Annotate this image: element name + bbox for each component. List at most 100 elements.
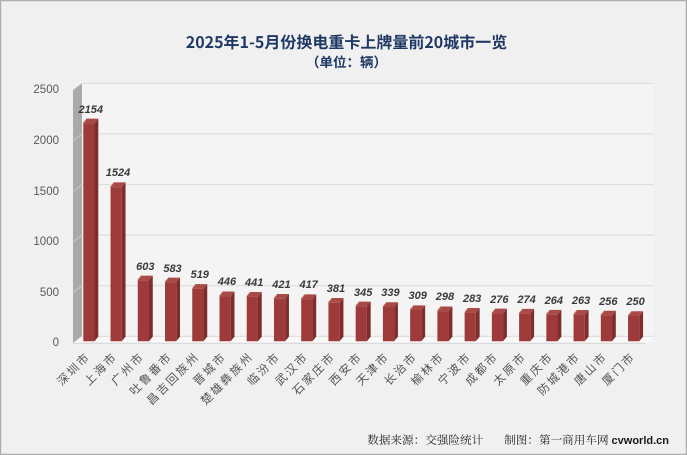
bar-top-face <box>573 309 589 315</box>
bar-top-bevel <box>409 305 415 311</box>
bar-top-bevel <box>82 118 88 124</box>
bar-front-face <box>301 299 313 342</box>
bar-side-face <box>530 308 535 342</box>
bar-top-face <box>437 306 453 312</box>
bar-front-face <box>165 282 177 342</box>
bar-top-face <box>246 291 262 297</box>
bar-side-face <box>503 308 507 342</box>
y-axis-label: 500 <box>39 286 59 299</box>
credit-label: 制图：第一商用车网 <box>504 432 609 448</box>
chart-subtitle: （单位：辆） <box>306 51 387 71</box>
bar-side-face <box>312 294 317 342</box>
bar-value-label: 1524 <box>105 167 131 180</box>
bar-front-face <box>328 302 340 342</box>
bar-top-face <box>83 118 99 124</box>
bar-front-face <box>491 313 504 342</box>
bar-side-face <box>612 310 616 342</box>
bar-side-face <box>285 293 289 342</box>
bar-side-face <box>339 298 344 342</box>
bar-front-face <box>573 314 585 342</box>
bar-top-bevel <box>219 291 224 297</box>
bar-value-label: 417 <box>299 279 318 292</box>
bar-top-face <box>137 275 153 281</box>
bar-top-face <box>410 305 426 311</box>
wall-tick <box>72 285 83 294</box>
bar-front-face <box>628 316 640 342</box>
bar-top-bevel <box>300 294 306 300</box>
bar-value-label: 583 <box>163 262 182 275</box>
bar-value-label: 339 <box>381 287 400 300</box>
bar-side-face <box>584 309 589 342</box>
bar-top-bevel <box>627 310 633 317</box>
bar-top-face <box>273 293 289 299</box>
bar-top-face <box>382 302 398 307</box>
bar-top-face <box>491 308 507 314</box>
bar-front-face <box>355 306 367 342</box>
bar-value-label: 309 <box>408 290 427 303</box>
bar-value-label: 519 <box>190 269 209 282</box>
bar-top-bevel <box>491 308 497 314</box>
bar-front-face <box>519 313 531 342</box>
bar-top-face <box>355 301 371 307</box>
bar-top-bevel <box>382 301 388 308</box>
bar-top-face <box>628 311 644 316</box>
bar-value-label: 2154 <box>78 103 104 116</box>
site-label: cvworld.cn <box>611 435 669 447</box>
bar-side-face <box>257 291 262 342</box>
bar-top-bevel <box>137 275 142 281</box>
bar-side-face <box>148 275 153 342</box>
bar-value-label: 381 <box>326 283 346 296</box>
bar-top-bevel <box>518 308 524 314</box>
bar-top-bevel <box>573 309 578 315</box>
bar-front-face <box>83 123 95 342</box>
bar-top-face <box>600 310 616 316</box>
bar-value-label: 441 <box>245 276 264 289</box>
bar-top-face <box>328 298 344 303</box>
wall-tick <box>72 82 83 91</box>
bar-top-bevel <box>273 293 279 300</box>
bar-front-face <box>273 298 286 342</box>
bar-value-label: 263 <box>571 294 591 307</box>
bar-value-label: 345 <box>353 286 373 299</box>
bar-top-face <box>165 277 181 283</box>
bar-value-label: 250 <box>626 296 645 309</box>
bar-value-label: 446 <box>217 276 237 289</box>
source-note: 数据来源：交强险统计 制图：第一商用车网 cvworld.cn <box>367 432 669 448</box>
bar-side-face <box>203 284 208 342</box>
bar-top-bevel <box>246 291 251 297</box>
bar-top-bevel <box>191 283 197 290</box>
bar-front-face <box>464 312 476 342</box>
bar-top-bevel <box>545 309 551 315</box>
bar-side-face <box>448 306 453 342</box>
bar-top-bevel <box>355 301 360 307</box>
bar-side-face <box>421 305 426 342</box>
bar-top-face <box>464 307 480 313</box>
y-axis-label: 1000 <box>33 236 59 249</box>
bar-side-face <box>475 307 480 342</box>
bar-front-face <box>137 280 149 342</box>
bar-front-face <box>437 311 449 342</box>
bar-side-face <box>176 277 181 342</box>
bar-side-face <box>557 309 562 342</box>
bar-value-label: 421 <box>272 278 291 291</box>
wall-tick <box>72 234 83 243</box>
source-label: 数据来源：交强险统计 <box>367 432 484 448</box>
y-axis-label: 0 <box>52 337 59 350</box>
bar-top-bevel <box>110 182 115 188</box>
bar-top-face <box>519 308 535 314</box>
bar-side-face <box>639 311 644 342</box>
bar-value-label: 264 <box>544 294 564 307</box>
chart-title: 2025年1-5月份换电重卡上牌量前20城市一览 <box>185 29 508 53</box>
bar-front-face <box>110 187 122 342</box>
bar-front-face <box>246 296 258 342</box>
bar-top-bevel <box>164 277 170 283</box>
bar-front-face <box>600 315 613 342</box>
bar-value-label: 274 <box>517 293 536 306</box>
wall-tick <box>72 184 83 192</box>
bar-front-face <box>382 306 395 342</box>
bar-value-label: 298 <box>435 291 455 304</box>
bar-value-label: 256 <box>599 295 618 308</box>
y-axis-label: 1500 <box>33 185 59 198</box>
